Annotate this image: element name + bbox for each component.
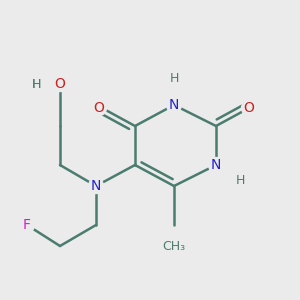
Circle shape bbox=[208, 158, 224, 172]
Circle shape bbox=[20, 218, 34, 232]
Text: O: O bbox=[94, 101, 104, 115]
Circle shape bbox=[52, 76, 68, 92]
Circle shape bbox=[92, 100, 106, 116]
Text: H: H bbox=[31, 77, 41, 91]
Circle shape bbox=[88, 178, 104, 194]
Text: H: H bbox=[235, 173, 245, 187]
Text: N: N bbox=[169, 98, 179, 112]
Text: H: H bbox=[31, 77, 41, 91]
Text: F: F bbox=[23, 218, 31, 232]
Text: H: H bbox=[169, 71, 179, 85]
Circle shape bbox=[167, 98, 182, 112]
Circle shape bbox=[242, 100, 256, 116]
Text: O: O bbox=[55, 77, 65, 91]
Text: O: O bbox=[244, 101, 254, 115]
Text: N: N bbox=[211, 158, 221, 172]
Text: N: N bbox=[91, 179, 101, 193]
Text: CH₃: CH₃ bbox=[162, 239, 186, 253]
